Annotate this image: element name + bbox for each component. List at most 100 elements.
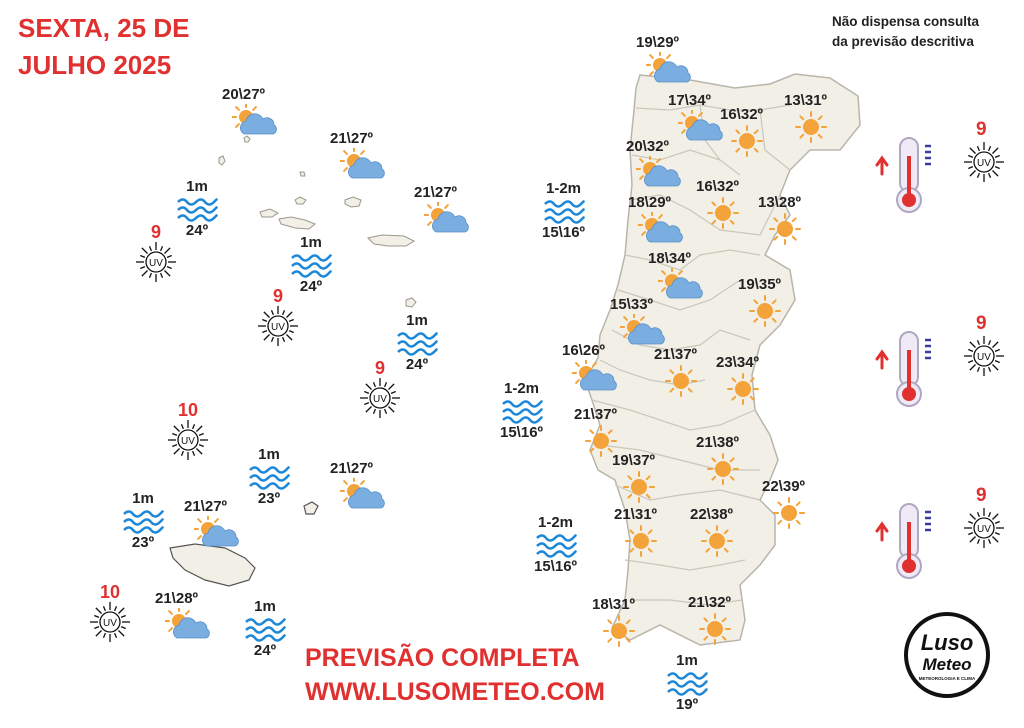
svg-text:UV: UV bbox=[181, 436, 195, 447]
temperature-range: 22\39º bbox=[762, 478, 806, 495]
uv-index-value: 9 bbox=[150, 222, 161, 242]
cta-link[interactable]: WWW.LUSOMETEO.COM bbox=[305, 678, 605, 706]
sun-behind-cloud-icon bbox=[657, 266, 706, 307]
disclaimer: Não dispensa consulta da previsão descri… bbox=[832, 12, 979, 52]
sun-icon bbox=[698, 612, 732, 651]
forecast-marker: 19\37º bbox=[612, 452, 656, 509]
temperature-range: 19\29º bbox=[636, 34, 680, 51]
sun-icon bbox=[748, 294, 782, 333]
thermometer-icon bbox=[872, 328, 942, 413]
waves-icon bbox=[500, 398, 543, 424]
forecast-marker: 13\28º bbox=[758, 194, 802, 251]
forecast-marker: 21\27º bbox=[330, 460, 388, 517]
uv-index-marker: 10 UV bbox=[88, 582, 132, 647]
temperature-range: 21\37º bbox=[574, 406, 618, 423]
temperature-range: 13\28º bbox=[758, 194, 802, 211]
temperature-range: 21\28º bbox=[155, 590, 199, 607]
temperature-range: 17\34º bbox=[668, 92, 712, 109]
sea-state-marker: 1-2m 15\16º bbox=[534, 514, 577, 576]
water-temperature: 15\16º bbox=[500, 424, 544, 441]
sun-icon bbox=[768, 212, 802, 251]
disclaimer-line-1: Não dispensa consulta bbox=[832, 14, 980, 29]
temperature-range: 21\31º bbox=[614, 506, 658, 523]
wave-height: 1m bbox=[406, 312, 428, 329]
svg-text:UV: UV bbox=[977, 352, 991, 363]
temperature-range: 13\31º bbox=[784, 92, 828, 109]
forecast-marker: 18\34º bbox=[648, 250, 706, 307]
district-borders bbox=[591, 104, 791, 606]
sun-behind-cloud-icon bbox=[339, 476, 388, 517]
sea-state-marker: 1m 24º bbox=[176, 178, 218, 240]
uv-sun-icon: UV bbox=[964, 142, 1004, 187]
sun-behind-cloud-icon bbox=[677, 108, 726, 149]
uv-index-marker: 10 UV bbox=[166, 400, 210, 465]
forecast-marker: 21\37º bbox=[574, 406, 618, 463]
temperature-range: 22\38º bbox=[690, 506, 734, 523]
heat-uv-panel: 9 UV bbox=[872, 120, 1022, 220]
svg-text:UV: UV bbox=[149, 258, 163, 269]
sun-icon bbox=[726, 372, 760, 411]
uv-index-marker: 9 UV bbox=[256, 286, 300, 351]
wave-height: 1m bbox=[676, 652, 698, 669]
forecast-marker: 21\27º bbox=[184, 498, 242, 555]
forecast-marker: 23\34º bbox=[716, 354, 760, 411]
heat-uv-panel: 9 UV bbox=[872, 486, 1022, 586]
temperature-range: 21\27º bbox=[330, 130, 374, 147]
forecast-marker: 21\27º bbox=[414, 184, 472, 241]
wave-height: 1-2m bbox=[503, 380, 540, 397]
sun-behind-cloud-icon bbox=[635, 154, 684, 195]
wave-height: 1m bbox=[186, 178, 208, 195]
svg-text:UV: UV bbox=[103, 618, 117, 629]
forecast-marker: 16\26º bbox=[562, 342, 620, 399]
uv-sun-icon: UV bbox=[964, 336, 1004, 381]
uv-index-value: 10 bbox=[99, 582, 121, 602]
temperature-range: 16\32º bbox=[696, 178, 740, 195]
uv-sun-icon: UV bbox=[166, 420, 210, 465]
forecast-marker: 20\32º bbox=[626, 138, 684, 195]
forecast-marker: 15\33º bbox=[610, 296, 668, 353]
sun-icon bbox=[794, 110, 828, 149]
water-temperature: 15\16º bbox=[534, 558, 578, 575]
thermometer-icon bbox=[872, 500, 942, 585]
temperature-range: 16\26º bbox=[562, 342, 606, 359]
forecast-marker: 22\39º bbox=[762, 478, 806, 535]
forecast-date: SEXTA, 25 DE JULHO 2025 bbox=[18, 10, 189, 84]
svg-text:UV: UV bbox=[373, 394, 387, 405]
temperature-range: 19\35º bbox=[738, 276, 782, 293]
svg-text:UV: UV bbox=[977, 158, 991, 169]
forecast-marker: 18\31º bbox=[592, 596, 636, 653]
temperature-range: 18\29º bbox=[628, 194, 672, 211]
water-temperature: 19º bbox=[675, 696, 699, 713]
sun-icon bbox=[772, 496, 806, 535]
temperature-range: 21\38º bbox=[696, 434, 740, 451]
sun-behind-cloud-icon bbox=[193, 514, 242, 555]
sun-behind-cloud-icon bbox=[164, 606, 213, 647]
sea-state-marker: 1-2m 15\16º bbox=[542, 180, 585, 242]
date-line-1: SEXTA, 25 DE bbox=[18, 13, 190, 43]
sea-state-marker: 1m 24º bbox=[396, 312, 438, 374]
temperature-range: 19\37º bbox=[612, 452, 656, 469]
uv-sun-icon: UV bbox=[358, 378, 402, 423]
sun-behind-cloud-icon bbox=[571, 358, 620, 399]
sea-state-marker: 1m 23º bbox=[122, 490, 164, 552]
waves-icon bbox=[290, 252, 332, 278]
uv-index-marker: 9 UV bbox=[358, 358, 402, 423]
sun-icon bbox=[584, 424, 618, 463]
water-temperature: 15\16º bbox=[542, 224, 586, 241]
sun-behind-cloud-icon bbox=[423, 200, 472, 241]
sun-icon bbox=[706, 452, 740, 491]
sun-icon bbox=[730, 124, 764, 163]
forecast-marker: 19\35º bbox=[738, 276, 782, 333]
sea-state-marker: 1-2m 15\16º bbox=[500, 380, 543, 442]
mainland-portugal-shape bbox=[584, 73, 861, 646]
temperature-range: 23\34º bbox=[716, 354, 760, 371]
wave-height: 1m bbox=[132, 490, 154, 507]
lusometeo-logo: Luso Meteo METEOROLOGIA E CLIMA bbox=[904, 612, 990, 698]
water-temperature: 24º bbox=[299, 278, 323, 295]
sun-icon bbox=[624, 524, 658, 563]
waves-icon bbox=[248, 464, 290, 490]
temperature-range: 21\27º bbox=[184, 498, 228, 515]
wave-height: 1m bbox=[300, 234, 322, 251]
water-temperature: 23º bbox=[257, 490, 281, 507]
